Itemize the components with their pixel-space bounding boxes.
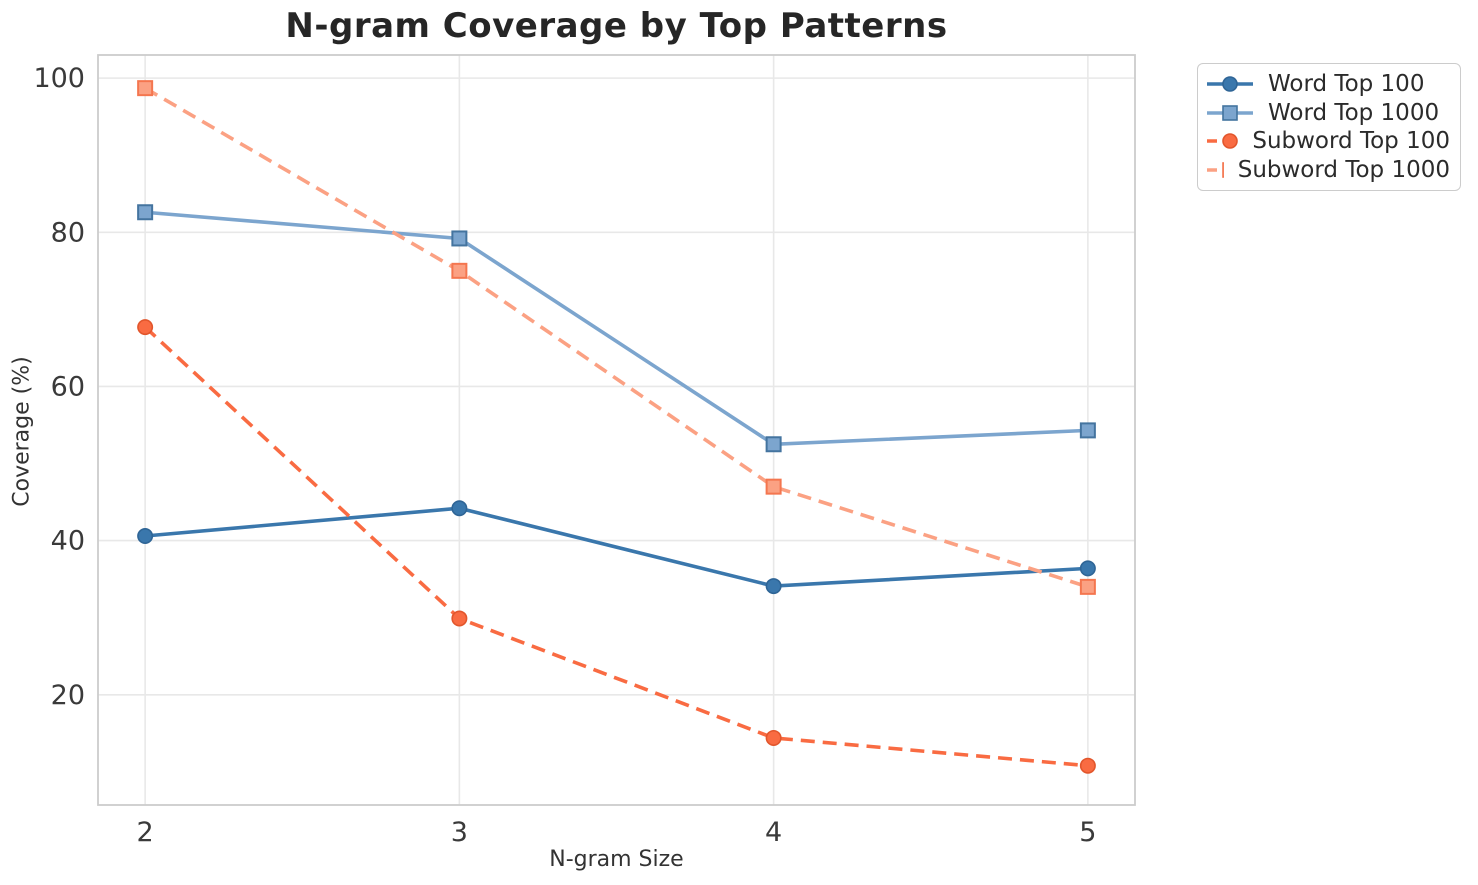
y-tick-label-80: 80 <box>51 217 85 248</box>
marker-word-top-1000-x3 <box>451 230 468 247</box>
marker-word-top-100-x2 <box>137 527 154 544</box>
legend-marker-subword-top-100-icon <box>1222 133 1238 150</box>
plot-border <box>97 54 1136 806</box>
legend-sample-word-top-100 <box>1207 76 1253 93</box>
marker-subword-top-100-x2 <box>137 319 154 336</box>
marker-subword-top-1000-x4 <box>765 478 782 495</box>
series-subword-top-1000 <box>137 80 1096 595</box>
legend-item-subword-top-100: Subword Top 100 <box>1206 127 1450 156</box>
x-tick-label-5: 5 <box>1079 817 1096 848</box>
legend-sample-subword-top-1000 <box>1207 161 1224 178</box>
legend-marker-word-top-1000-icon <box>1222 104 1238 121</box>
legend-label-subword-top-1000: Subword Top 1000 <box>1237 156 1450 183</box>
marker-subword-top-100-x4 <box>765 729 782 746</box>
x-tick-label-3: 3 <box>451 817 468 848</box>
x-tick-label-4: 4 <box>765 817 782 848</box>
marker-subword-top-1000-x3 <box>451 262 468 279</box>
legend-label-word-top-1000: Word Top 1000 <box>1268 99 1440 126</box>
marker-word-top-100-x4 <box>765 578 782 595</box>
series-word-top-100 <box>137 500 1096 595</box>
series-subword-top-100 <box>137 319 1096 774</box>
y-tick-label-60: 60 <box>51 371 85 402</box>
marker-subword-top-1000-x5 <box>1079 578 1096 595</box>
y-axis-label: Coverage (%) <box>9 356 35 507</box>
x-tick-label-2: 2 <box>137 817 154 848</box>
series-line-word-top-1000 <box>144 210 1088 447</box>
series-word-top-1000 <box>137 204 1096 453</box>
y-tick-labels: 20 40 60 80 100 <box>33 63 85 711</box>
y-tick-label-20: 20 <box>51 680 85 711</box>
marker-word-top-100-x3 <box>451 500 468 517</box>
legend-item-subword-top-1000: Subword Top 1000 <box>1206 156 1450 185</box>
legend-label-word-top-100: Word Top 100 <box>1268 71 1425 98</box>
marker-word-top-1000-x5 <box>1079 422 1096 439</box>
marker-word-top-1000-x2 <box>137 204 154 221</box>
x-tick-labels: 2 3 4 5 <box>137 817 1097 848</box>
legend-marker-subword-top-1000-icon <box>1222 161 1224 178</box>
marker-word-top-1000-x4 <box>765 436 782 453</box>
legend-marker-word-top-100-icon <box>1222 76 1238 93</box>
legend-item-word-top-1000: Word Top 1000 <box>1206 99 1450 128</box>
y-tick-label-100: 100 <box>33 63 85 94</box>
marker-subword-top-100-x5 <box>1079 757 1096 774</box>
marker-word-top-100-x5 <box>1079 560 1096 577</box>
legend-sample-word-top-1000 <box>1207 104 1253 121</box>
marker-subword-top-1000-x2 <box>137 80 154 97</box>
gridlines <box>98 55 1135 805</box>
legend-label-subword-top-100: Subword Top 100 <box>1252 128 1450 155</box>
legend-item-word-top-100: Word Top 100 <box>1206 70 1450 99</box>
series-line-subword-top-1000 <box>144 86 1089 589</box>
y-tick-label-40: 40 <box>51 526 85 557</box>
x-axis-label: N-gram Size <box>549 847 684 872</box>
legend-sample-subword-top-100 <box>1207 133 1239 150</box>
legend: Word Top 100 Word Top 1000 Subword Top 100… <box>1197 63 1461 191</box>
series-line-subword-top-100 <box>143 325 1089 768</box>
marker-subword-top-100-x3 <box>451 610 468 627</box>
chart-title: N-gram Coverage by Top Patterns <box>285 6 948 46</box>
series-line-word-top-100 <box>144 506 1088 588</box>
